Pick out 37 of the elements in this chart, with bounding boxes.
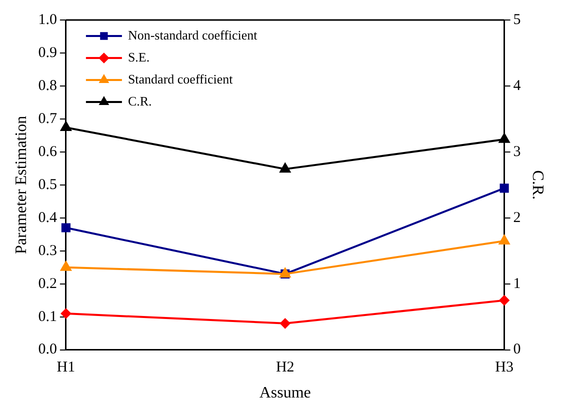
y-tick-label: 0.7 — [38, 110, 58, 127]
point — [280, 318, 290, 328]
x-axis-title: Assume — [259, 384, 311, 402]
y-tick-label: 0.5 — [38, 176, 57, 193]
y-tick-label: 0.3 — [38, 242, 57, 259]
y-axis-title: Parameter Estimation — [12, 116, 30, 254]
y-tick-label: 0.8 — [38, 78, 57, 94]
legend-label: Standard coefficient — [128, 71, 234, 86]
point — [500, 184, 509, 193]
y2-tick-label: 5 — [513, 12, 521, 28]
y-tick-label: 0.6 — [38, 144, 58, 160]
x-tick-label: H3 — [495, 360, 514, 376]
y-tick-label: 0.1 — [38, 308, 57, 325]
y-tick-label: 0.2 — [38, 276, 57, 292]
x-tick-label: H2 — [276, 360, 294, 376]
y-tick-label: 0.4 — [38, 210, 58, 226]
y-tick-label: 0.9 — [38, 44, 57, 61]
point — [499, 295, 510, 306]
y-tick-label: 0.0 — [38, 342, 57, 358]
legend-label: Non-standard coefficient — [128, 27, 258, 42]
y2-tick-label: 0 — [513, 342, 521, 358]
point — [61, 223, 70, 232]
y2-tick-label: 2 — [513, 210, 521, 226]
x-tick-label: H1 — [56, 360, 76, 376]
y2-axis-title: C.R. — [529, 170, 546, 200]
y2-tick-label: 4 — [513, 78, 522, 94]
point — [498, 133, 510, 143]
point — [60, 122, 72, 132]
point — [498, 234, 510, 244]
legend-label: C.R. — [128, 93, 152, 108]
y2-tick-label: 3 — [513, 144, 521, 160]
point — [60, 308, 71, 319]
point — [60, 261, 72, 271]
y2-tick-label: 1 — [513, 276, 521, 292]
point — [280, 163, 290, 173]
legend-label: S.E. — [128, 49, 150, 64]
y-tick-label: 1.0 — [38, 12, 57, 28]
